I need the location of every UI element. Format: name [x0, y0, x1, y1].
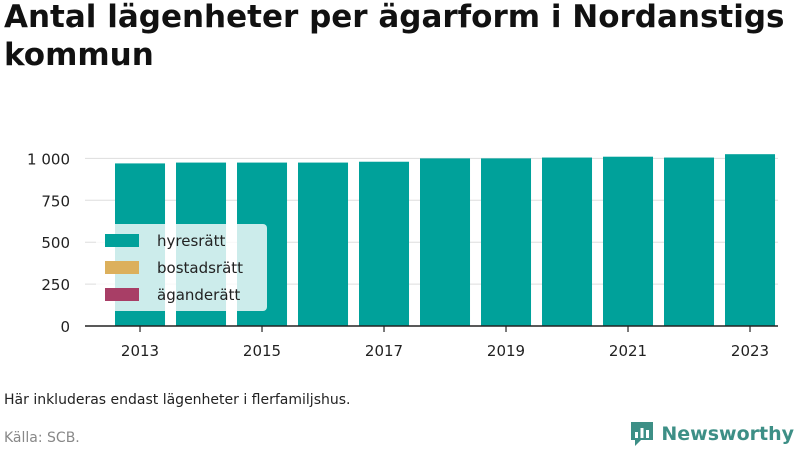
- bar-hyresrätt: [603, 156, 654, 326]
- bar-hyresrätt: [725, 154, 776, 326]
- bar-hyresrätt: [420, 158, 471, 326]
- x-tick-label: 2023: [731, 342, 769, 360]
- y-tick-label: 0: [60, 318, 70, 336]
- y-tick-label: 1 000: [27, 150, 70, 168]
- y-tick-label: 500: [41, 234, 70, 252]
- chart-title: Antal lägenheter per ägarform i Nordanst…: [4, 0, 785, 73]
- bar-hyresrätt: [664, 157, 715, 326]
- bar-hyresrätt: [542, 157, 593, 326]
- x-tick-label: 2013: [121, 342, 159, 360]
- axes: 0 250 500 750 1 000 2013 2015 2017 2019 2021 2023: [27, 150, 778, 360]
- bar-hyresrätt: [298, 162, 349, 326]
- source-label: Källa: SCB.: [4, 430, 80, 446]
- legend-label: äganderätt: [157, 286, 240, 304]
- legend-label: bostadsrätt: [157, 259, 243, 277]
- legend: hyresrätt bostadsrätt äganderätt: [96, 224, 267, 311]
- x-tick-label: 2015: [243, 342, 281, 360]
- x-tick-label: 2019: [487, 342, 525, 360]
- bar-hyresrätt: [481, 158, 532, 326]
- y-tick-label: 750: [41, 192, 70, 210]
- x-tick-label: 2017: [365, 342, 403, 360]
- bar-hyresrätt: [359, 161, 410, 326]
- legend-swatch: [105, 234, 139, 247]
- legend-swatch: [105, 261, 139, 274]
- footnote: Här inkluderas endast lägenheter i flerf…: [4, 392, 351, 408]
- brand-logo: Newsworthy: [629, 420, 794, 448]
- y-tick-label: 250: [41, 276, 70, 294]
- legend-swatch: [105, 288, 139, 301]
- x-tick-label: 2021: [609, 342, 647, 360]
- brand-name: Newsworthy: [661, 423, 794, 445]
- legend-label: hyresrätt: [157, 232, 226, 250]
- newsworthy-logo-icon: [631, 422, 654, 446]
